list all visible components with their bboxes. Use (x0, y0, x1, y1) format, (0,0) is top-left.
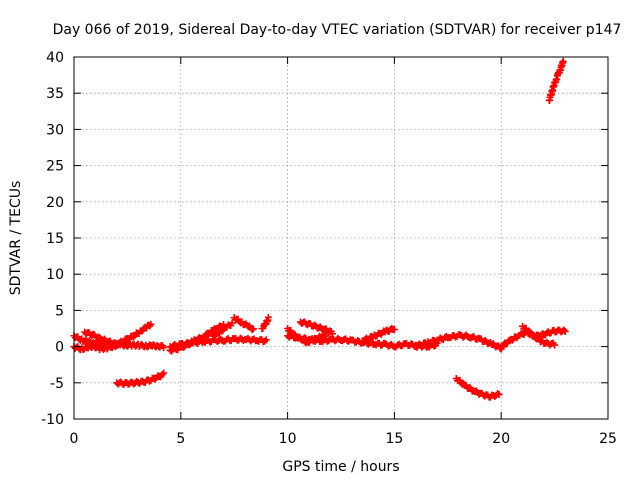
series-trace-p (452, 374, 503, 401)
data-point-markers (166, 320, 228, 355)
data-points (70, 57, 569, 401)
series-trace-m (296, 318, 336, 338)
series-trace-c (81, 328, 121, 349)
y-tick-label: 15 (46, 231, 64, 247)
data-point-markers (358, 324, 398, 345)
data-point-markers (296, 318, 336, 338)
x-tick-label: 20 (492, 431, 510, 447)
series-trace-i (230, 314, 257, 334)
series-trace-d (113, 320, 155, 349)
data-point-markers (113, 320, 155, 349)
series-trace-j (258, 313, 272, 333)
data-point-markers (412, 331, 505, 353)
series-trace-n (358, 324, 398, 345)
series-trace-o (412, 331, 505, 353)
y-tick-label: 35 (46, 86, 64, 102)
ticks: 0 5 10 15 20 25 -10 -5 0 5 10 15 20 25 30 35 40 (41, 50, 617, 447)
data-point-markers (545, 57, 567, 104)
y-tick-label: 5 (55, 303, 64, 319)
y-tick-label: 25 (46, 159, 64, 175)
y-tick-label: -5 (50, 376, 64, 392)
data-point-markers (230, 314, 257, 334)
series-trace-s (545, 57, 567, 104)
y-tick-label: 20 (46, 195, 64, 211)
x-tick-label: 5 (176, 431, 185, 447)
grid (74, 57, 608, 419)
y-tick-label: -10 (41, 412, 64, 428)
y-tick-label: 0 (55, 340, 64, 356)
data-point-markers (284, 325, 330, 347)
series-trace-r (519, 322, 559, 349)
data-point-markers (209, 319, 236, 340)
y-axis-label: SDTVAR / TECUs (8, 181, 24, 296)
series-trace-l (284, 325, 330, 347)
data-point-markers (258, 313, 272, 333)
x-axis-label: GPS time / hours (282, 459, 399, 475)
series-trace-e (113, 369, 168, 388)
x-tick-label: 25 (599, 431, 617, 447)
chart-title: Day 066 of 2019, Sidereal Day-to-day VTE… (53, 22, 622, 38)
x-tick-label: 10 (279, 431, 297, 447)
x-tick-label: 0 (70, 431, 79, 447)
y-tick-label: 30 (46, 122, 64, 138)
data-point-markers (452, 374, 503, 401)
series-trace-h (209, 319, 236, 340)
series-trace-g (166, 320, 228, 355)
y-tick-label: 40 (46, 50, 64, 66)
data-point-markers (519, 322, 559, 349)
data-point-markers (81, 328, 121, 349)
y-tick-label: 10 (46, 267, 64, 283)
x-tick-label: 15 (385, 431, 403, 447)
data-point-markers (113, 369, 168, 388)
